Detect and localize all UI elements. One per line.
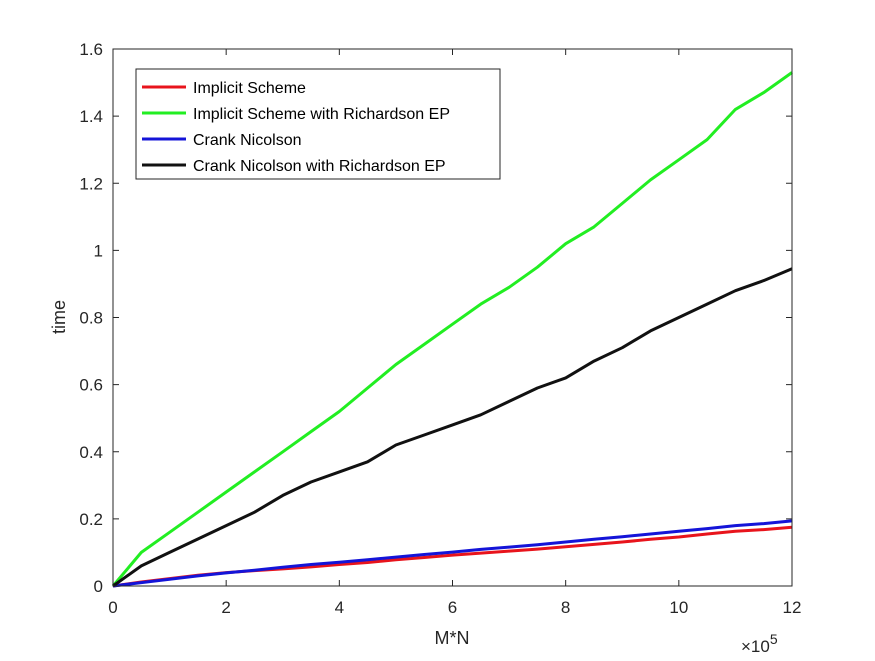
series-line-2: [112, 519, 793, 588]
legend: Implicit Scheme Implicit Scheme with Rich…: [135, 68, 501, 180]
x-axis-label: M*N: [435, 628, 470, 648]
x-tick-label-1: 2: [221, 598, 230, 617]
x-exponent-power: 5: [770, 631, 778, 647]
y-tick-label-2: 0.4: [79, 443, 103, 462]
legend-box: [135, 68, 501, 180]
x-exponent-label: ×105: [741, 631, 778, 656]
x-tick-label-2: 4: [335, 598, 344, 617]
legend-label-0: Implicit Scheme: [193, 80, 306, 97]
y-tick-label-0: 0: [94, 577, 103, 596]
x-tick-label-4: 8: [561, 598, 570, 617]
tick-layer: 0 2 4 6 8 10 12 0 0.2 0.4 0.6 0.8 1 1.2 1.4 1.6: [79, 40, 801, 617]
series-line-1: [111, 71, 793, 587]
x-tick-label-0: 0: [108, 598, 117, 617]
x-exponent-base: ×10: [741, 637, 770, 656]
legend-label-1: Implicit Scheme with Richardson EP: [193, 106, 450, 123]
y-tick-label-8: 1.6: [79, 40, 103, 59]
x-tick-label-5: 10: [669, 598, 688, 617]
y-tick-label-5: 1: [94, 241, 103, 260]
legend-label-2: Crank Nicolson: [193, 132, 301, 149]
series-line-3: [112, 267, 793, 588]
series-layer: [111, 71, 793, 588]
legend-label-3: Crank Nicolson with Richardson EP: [193, 158, 446, 175]
y-tick-label-6: 1.2: [79, 174, 103, 193]
y-tick-label-7: 1.4: [79, 107, 103, 126]
y-tick-label-4: 0.8: [79, 309, 103, 328]
legend-items: Implicit Scheme Implicit Scheme with Rich…: [142, 80, 450, 175]
y-tick-label-1: 0.2: [79, 510, 103, 529]
y-tick-label-3: 0.6: [79, 376, 103, 395]
x-tick-label-6: 12: [783, 598, 802, 617]
y-axis-label: time: [49, 300, 69, 334]
x-tick-label-3: 6: [448, 598, 457, 617]
